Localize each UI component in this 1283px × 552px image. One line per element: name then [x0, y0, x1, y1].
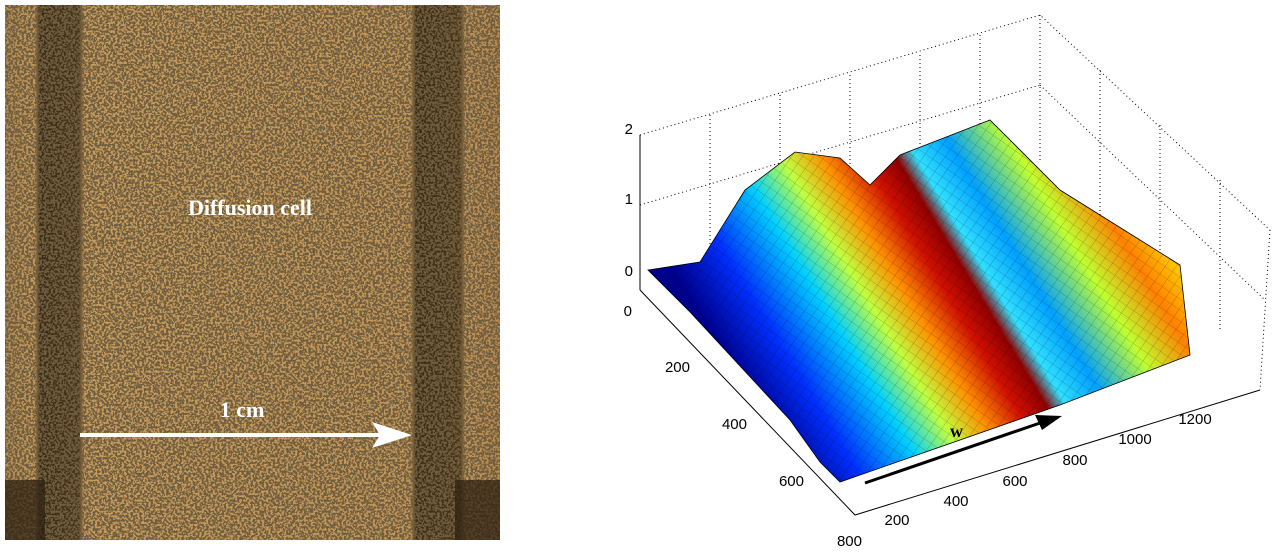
z-tick-label: 0 [625, 263, 633, 280]
shadow [5, 480, 45, 540]
z-tick-label: 1 [625, 191, 633, 208]
y-tick-label: 200 [665, 359, 690, 376]
y-tick-label: 800 [837, 533, 862, 550]
x-tick-label: 1200 [1178, 411, 1211, 428]
x-tick-label: 800 [1062, 452, 1087, 469]
x-tick-label: 200 [884, 512, 909, 529]
figure: Diffusion cell 1 cm w 0 1 2 0 200 400 600 800 20… [0, 0, 1283, 552]
shadow [455, 480, 500, 540]
scale-label: 1 cm [220, 397, 265, 422]
y-tick-label: 0 [624, 303, 632, 320]
photo: Diffusion cell 1 cm [5, 5, 500, 540]
x-tick-label: 400 [943, 493, 968, 510]
annotation: w [950, 421, 963, 441]
x-tick-label: 600 [1002, 473, 1027, 490]
back-edge [1260, 230, 1270, 390]
w-arrowhead [1035, 415, 1062, 430]
photo-label: Diffusion cell [188, 195, 312, 220]
z-tick-label: 2 [625, 121, 633, 138]
y-tick-label: 600 [779, 473, 804, 490]
speckle [5, 5, 500, 540]
y-tick-label: 400 [722, 416, 747, 433]
x-tick-label: 1000 [1118, 431, 1151, 448]
